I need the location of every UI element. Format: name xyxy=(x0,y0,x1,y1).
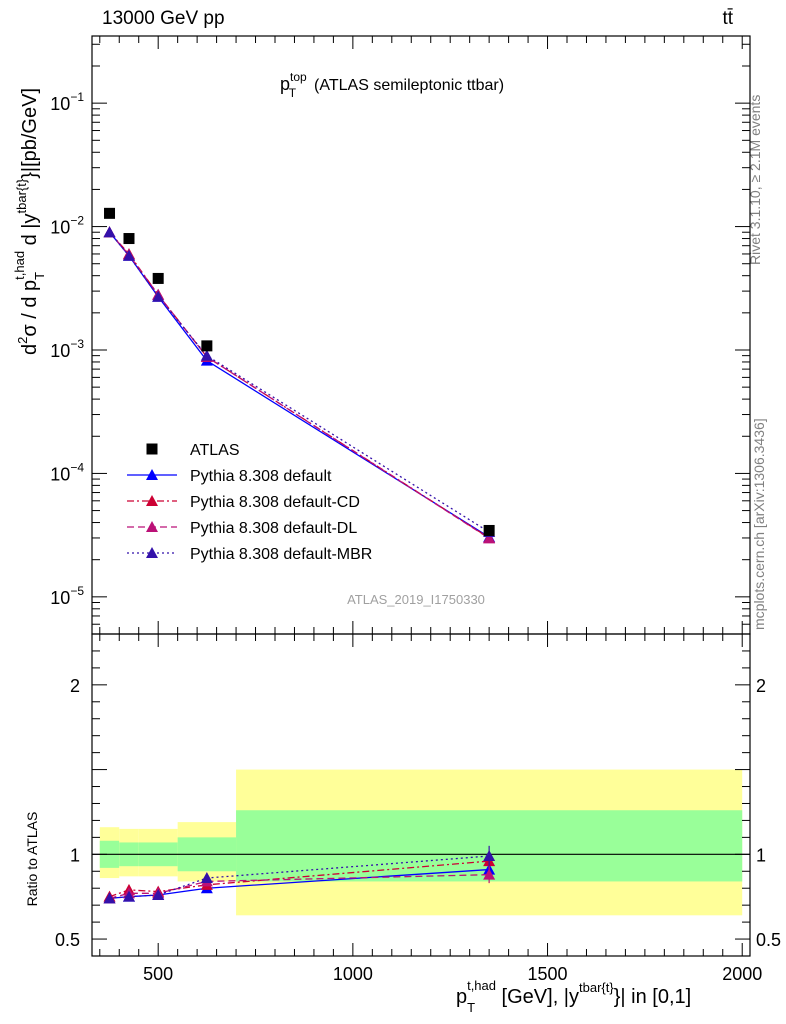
y-tick-label: 10−2 xyxy=(50,214,84,238)
ratio-point-dl-4 xyxy=(483,868,496,880)
y-tick-label: 10−3 xyxy=(50,337,84,361)
ratio-frame xyxy=(91,633,751,957)
legend-label-cd: Pythia 8.308 default-CD xyxy=(190,494,360,511)
ratio-point-mbr-0 xyxy=(103,892,116,904)
process-label: tt̄ xyxy=(722,8,733,29)
ratio-axis-label: Ratio to ATLAS xyxy=(24,812,40,907)
x-tick-label: 1500 xyxy=(528,964,568,984)
ratio-y-tick-label-right: 0.5 xyxy=(756,930,781,950)
collision-label: 13000 GeV pp xyxy=(102,8,225,29)
ratio-y-tick-label: 1 xyxy=(70,845,80,865)
y-tick-label: 10−1 xyxy=(50,90,84,114)
ratio-point-mbr-1 xyxy=(122,890,135,902)
line-cd xyxy=(109,231,490,539)
ratio-point-mbr-2 xyxy=(152,888,165,900)
ratio-point-mbr-4 xyxy=(483,850,496,862)
ratio-point-mbr-3 xyxy=(200,872,213,884)
legend: ATLAS Pythia 8.308 default Pythia 8.308 de… xyxy=(127,442,372,563)
x-tick-label: 2000 xyxy=(722,964,762,984)
line-default xyxy=(109,231,490,538)
legend-label-default: Pythia 8.308 default xyxy=(190,468,332,485)
legend-marker-data xyxy=(146,443,158,455)
data-point-3 xyxy=(201,340,213,352)
y-tick-label: 10−4 xyxy=(50,460,84,484)
legend-label-data: ATLAS xyxy=(190,442,240,459)
analysis-id: ATLAS_2019_I1750330 xyxy=(347,592,485,607)
legend-marker-mbr xyxy=(146,547,158,558)
legend-marker-dl xyxy=(146,521,158,532)
x-tick-label: 1000 xyxy=(333,964,373,984)
legend-marker-default xyxy=(146,469,158,480)
y-axis-label: d2σ / d pTt,had d |ytbar{t}}|[pb/GeV] xyxy=(12,88,47,355)
ratio-y-tick-label-right: 2 xyxy=(756,676,766,696)
data-point-1 xyxy=(123,233,135,245)
point-mbr-0 xyxy=(103,226,116,238)
point-mbr-2 xyxy=(152,290,165,302)
y-tick-label: 10−5 xyxy=(50,584,84,608)
data-point-0 xyxy=(104,207,116,219)
legend-label-dl: Pythia 8.308 default-DL xyxy=(190,520,357,537)
point-dl-4 xyxy=(483,532,496,544)
mcplots-source-label: mcplots.cern.ch [arXiv:1306.3436] xyxy=(751,418,767,630)
main-panel: ATLAS Pythia 8.308 default Pythia 8.308 de… xyxy=(50,35,751,635)
main-frame xyxy=(91,35,751,635)
rivet-version-label: Rivet 3.1.10, ≥ 2.1M events xyxy=(747,95,763,265)
ratio-y-tick-label-right: 1 xyxy=(756,845,766,865)
legend-marker-cd xyxy=(146,495,158,506)
plot-title: ptop T (ATLAS semileptonic ttbar) xyxy=(280,70,504,100)
point-mbr-1 xyxy=(122,249,135,261)
data-point-4 xyxy=(483,524,495,536)
x-axis-label: pTt,had [GeV], |ytbar{t}}| in [0,1] xyxy=(456,978,691,1015)
point-mbr-3 xyxy=(200,349,213,361)
x-tick-label: 500 xyxy=(143,964,173,984)
ratio-y-tick-label: 2 xyxy=(70,676,80,696)
line-mbr xyxy=(109,231,490,533)
ratio-panel: 500 1000 1500 2000 0.5 0.5 1 1 2 2 xyxy=(55,633,781,984)
data-point-2 xyxy=(152,272,164,284)
legend-label-mbr: Pythia 8.308 default-MBR xyxy=(190,546,372,563)
ratio-y-tick-label: 0.5 xyxy=(55,930,80,950)
line-dl xyxy=(109,231,490,539)
